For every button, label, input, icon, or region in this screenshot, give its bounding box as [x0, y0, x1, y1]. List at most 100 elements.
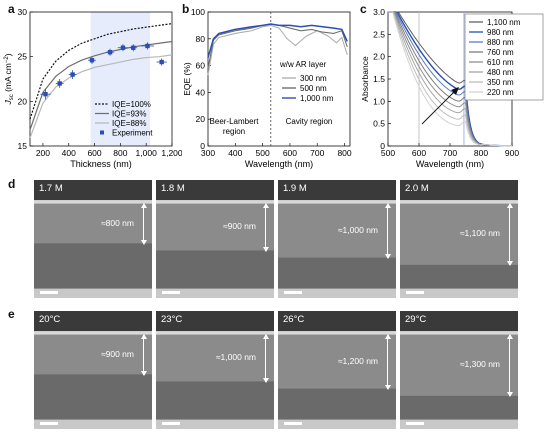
- thickness-arrow: [506, 333, 513, 398]
- legend-label: IQE=88%: [112, 119, 146, 128]
- x-tick-label: 800: [113, 148, 127, 158]
- sem-condition-label: 1.8 M: [161, 183, 185, 194]
- scale-bar: [162, 291, 180, 294]
- series-line-7: [388, 11, 513, 147]
- series-line-0: [207, 24, 348, 76]
- data-point: [57, 81, 62, 86]
- sem-thickness-label: ≈800 nm: [100, 217, 134, 228]
- legend-label: 980 nm: [487, 28, 514, 37]
- data-point: [131, 45, 136, 50]
- sem-texture: [400, 180, 518, 298]
- panel-label-b: b: [182, 2, 190, 16]
- legend-title: w/w AR layer: [279, 60, 327, 69]
- y-tick-label: 2.0: [373, 52, 385, 62]
- sem-condition-label: 2.0 M: [405, 183, 429, 194]
- sem-texture: [156, 180, 274, 298]
- scale-bar: [406, 291, 424, 294]
- x-axis-label: Wavelength (nm): [416, 159, 484, 169]
- y-tick-label: 0: [380, 141, 385, 151]
- thickness-arrow: [506, 202, 513, 267]
- x-tick-label: 600: [87, 148, 101, 158]
- data-point: [145, 43, 150, 49]
- x-tick-label: 400: [228, 148, 242, 158]
- legend-label: Experiment: [112, 129, 153, 138]
- shaded-region: [90, 12, 151, 146]
- x-tick-label: 300: [201, 148, 215, 158]
- scale-bar: [40, 291, 58, 294]
- legend-label: 350 nm: [487, 78, 514, 87]
- row-e-sem-image-3: 26°C ≈1,200 nm: [278, 311, 396, 429]
- y-axis-label: Jsc (mA cm−2): [3, 53, 15, 105]
- x-tick-label: 1,000: [136, 148, 158, 158]
- x-tick-label: 1,200: [161, 148, 182, 158]
- scale-bar: [284, 291, 302, 294]
- row-e-sem-image-2: 23°C ≈1,000 nm: [156, 311, 274, 429]
- panel-label-d: d: [8, 177, 16, 191]
- thickness-arrow: [384, 202, 391, 260]
- legend-label: 1,100 nm: [487, 18, 521, 27]
- thickness-arrow: [262, 333, 269, 383]
- y-tick-label: 2.5: [373, 29, 385, 39]
- chart-a: 200 400 600 800 1,000 1,200 15 20 25 30 Thickness …: [3, 7, 182, 169]
- x-tick-label: 800: [474, 148, 488, 158]
- trend-arrow: [421, 89, 457, 125]
- chart-b: 300 400 500 600 700 800 0 20 40 60 80 100 Wavelength…: [182, 7, 352, 169]
- y-tick-label: 3.0: [373, 7, 385, 17]
- sem-condition-label: 29°C: [405, 314, 427, 325]
- region-label-right: Cavity region: [286, 117, 333, 126]
- sem-texture: [278, 180, 396, 298]
- series-line-2: [207, 23, 348, 58]
- y-tick-label: 25: [18, 52, 28, 62]
- legend-label: IQE=93%: [112, 110, 146, 119]
- sem-thickness-label: ≈900 nm: [222, 221, 256, 232]
- sem-thickness-label: ≈1,000 nm: [215, 352, 256, 363]
- sem-condition-label: 26°C: [283, 314, 305, 325]
- panel-label-c: c: [360, 2, 367, 16]
- data-point: [159, 59, 164, 65]
- trend-arrow-head: [451, 87, 459, 95]
- panel-label-e: e: [8, 307, 15, 321]
- chart-c: 500 600 700 800 900 0 0.5 1.0 1.5 2.0 2.5 3.0 Wavele…: [360, 7, 544, 169]
- x-tick-label: 200: [36, 148, 50, 158]
- thickness-arrow: [140, 202, 147, 245]
- thickness-arrow: [262, 202, 269, 252]
- sem-texture: [400, 311, 518, 429]
- legend-label: 760 nm: [487, 48, 514, 57]
- sem-condition-label: 1.9 M: [283, 183, 307, 194]
- sem-thickness-label: ≈1,200 nm: [337, 355, 378, 366]
- panel-label-a: a: [8, 2, 15, 16]
- data-point: [120, 45, 126, 50]
- y-tick-label: 80: [196, 34, 206, 44]
- sem-texture: [278, 311, 396, 429]
- thickness-arrow: [140, 333, 147, 376]
- row-d-sem-image-1: 1.7 M ≈800 nm: [34, 180, 152, 298]
- x-tick-label: 700: [443, 148, 457, 158]
- y-axis-label: Absorbance: [360, 56, 370, 102]
- x-axis-label: Thickness (nm): [70, 159, 132, 169]
- sem-texture: [34, 311, 152, 429]
- series-line-0: [29, 23, 173, 120]
- x-tick-label: 500: [256, 148, 270, 158]
- sem-thickness-label: ≈900 nm: [100, 348, 134, 359]
- data-point: [70, 72, 75, 77]
- legend-label: 500 nm: [300, 84, 327, 93]
- row-e-sem-image-4: 29°C ≈1,300 nm: [400, 311, 518, 429]
- sem-thickness-label: ≈1,000 nm: [337, 224, 378, 235]
- legend-label: IQE=100%: [112, 100, 151, 109]
- y-tick-label: 40: [196, 87, 206, 97]
- legend-label: 1,000 nm: [300, 94, 334, 103]
- sem-thickness-label: ≈1,300 nm: [459, 359, 500, 370]
- y-tick-label: 15: [18, 141, 28, 151]
- row-d-sem-image-3: 1.9 M ≈1,000 nm: [278, 180, 396, 298]
- scale-bar: [284, 422, 302, 425]
- legend-label: 880 nm: [487, 38, 514, 47]
- x-tick-label: 600: [412, 148, 426, 158]
- region-label-left-2: region: [223, 127, 245, 136]
- x-tick-label: 900: [505, 148, 519, 158]
- legend-label: 300 nm: [300, 74, 327, 83]
- x-tick-label: 700: [310, 148, 324, 158]
- legend-label: 480 nm: [487, 68, 514, 77]
- legend-marker: [100, 130, 104, 135]
- y-tick-label: 20: [18, 96, 28, 106]
